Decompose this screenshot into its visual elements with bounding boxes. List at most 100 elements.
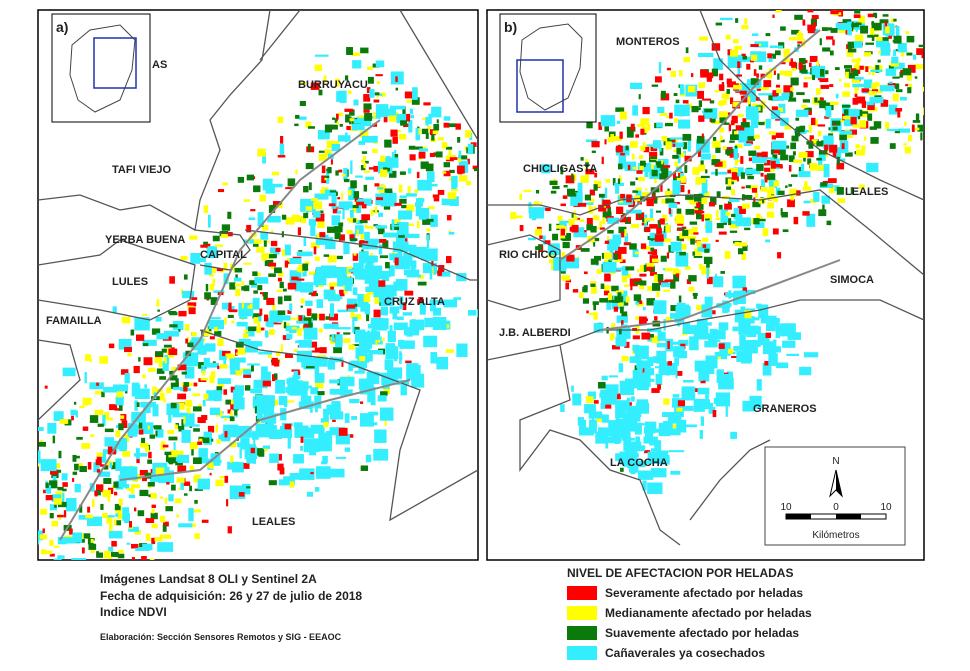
crop-patch: [798, 171, 811, 178]
crop-patch: [857, 116, 861, 120]
crop-patch: [601, 156, 604, 165]
crop-patch: [431, 133, 435, 141]
crop-patch: [767, 3, 776, 6]
crop-patch: [436, 119, 439, 124]
crop-patch: [118, 498, 123, 506]
crop-patch: [602, 211, 612, 219]
crop-patch: [706, 74, 712, 82]
crop-patch: [734, 158, 738, 166]
crop-patch: [598, 204, 607, 212]
crop-patch: [700, 160, 704, 167]
crop-patch: [53, 558, 62, 560]
crop-patch: [456, 273, 467, 282]
crop-patch: [152, 389, 155, 395]
crop-patch: [617, 301, 624, 307]
crop-patch: [62, 482, 68, 487]
crop-patch: [868, 91, 877, 96]
crop-patch: [189, 235, 198, 240]
crop-patch: [118, 404, 123, 411]
crop-patch: [114, 520, 122, 526]
crop-patch: [277, 463, 284, 471]
crop-patch: [289, 481, 295, 488]
crop-patch: [335, 433, 350, 445]
crop-patch: [159, 496, 164, 499]
crop-patch: [692, 227, 698, 235]
crop-patch: [433, 124, 440, 131]
crop-patch: [441, 142, 447, 149]
crop-patch: [651, 192, 656, 200]
crop-patch: [19, 529, 28, 537]
crop-patch: [360, 401, 364, 404]
crop-patch: [747, 96, 751, 105]
crop-patch: [181, 371, 187, 375]
crop-patch: [733, 131, 738, 136]
crop-patch: [206, 246, 218, 259]
legend-swatch: [567, 586, 597, 600]
crop-patch: [715, 146, 721, 153]
crop-patch: [689, 199, 697, 205]
crop-patch: [323, 289, 336, 300]
crop-patch: [732, 275, 746, 289]
crop-patch: [431, 106, 442, 118]
crop-patch: [372, 422, 378, 426]
crop-patch: [389, 105, 406, 110]
crop-patch: [882, 14, 889, 17]
crop-patch: [885, 121, 890, 130]
crop-patch: [772, 154, 778, 163]
crop-patch: [822, 204, 825, 210]
crop-patch: [365, 226, 374, 229]
crop-patch: [605, 179, 610, 183]
crop-patch: [360, 164, 366, 171]
crop-patch: [654, 274, 664, 282]
crop-patch: [149, 434, 156, 439]
crop-patch: [658, 61, 662, 74]
crop-patch: [607, 136, 615, 143]
crop-patch: [722, 373, 733, 382]
crop-patch: [313, 201, 323, 210]
crop-patch: [853, 41, 863, 48]
crop-patch: [856, 96, 866, 104]
crop-patch: [875, 40, 889, 48]
crop-patch: [141, 437, 146, 446]
crop-patch: [399, 198, 407, 204]
crop-patch: [716, 303, 732, 307]
crop-patch: [177, 465, 187, 473]
crop-patch: [836, 187, 844, 195]
crop-patch: [89, 415, 99, 423]
crop-patch: [720, 17, 733, 21]
crop-patch: [209, 283, 214, 291]
crop-patch: [641, 222, 647, 226]
crop-patch: [347, 189, 352, 196]
crop-patch: [740, 156, 744, 164]
crop-patch: [344, 285, 352, 292]
crop-patch: [302, 388, 308, 401]
crop-patch: [607, 236, 610, 240]
crop-patch: [584, 404, 590, 413]
crop-patch: [588, 411, 603, 419]
crop-patch: [616, 267, 626, 271]
crop-patch: [203, 205, 208, 214]
crop-patch: [250, 284, 257, 288]
crop-patch: [731, 172, 737, 180]
crop-patch: [904, 146, 912, 154]
crop-patch: [906, 52, 913, 56]
crop-patch: [661, 282, 670, 288]
crop-patch: [399, 351, 402, 364]
crop-patch: [664, 122, 673, 127]
crop-patch: [443, 122, 450, 128]
crop-patch: [829, 144, 838, 153]
crop-patch: [863, 136, 867, 141]
crop-patch: [667, 416, 682, 424]
crop-patch: [367, 336, 382, 345]
crop-patch: [593, 184, 598, 191]
crop-patch: [368, 411, 379, 416]
crop-patch: [664, 190, 673, 198]
crop-patch: [183, 382, 190, 387]
crop-patch: [208, 274, 214, 277]
crop-patch: [318, 153, 328, 161]
legend: Severamente afectado por heladasMedianam…: [567, 586, 812, 660]
crop-patch: [665, 279, 674, 282]
crop-patch: [314, 487, 320, 492]
crop-patch: [756, 213, 761, 220]
crop-patch: [108, 530, 123, 539]
